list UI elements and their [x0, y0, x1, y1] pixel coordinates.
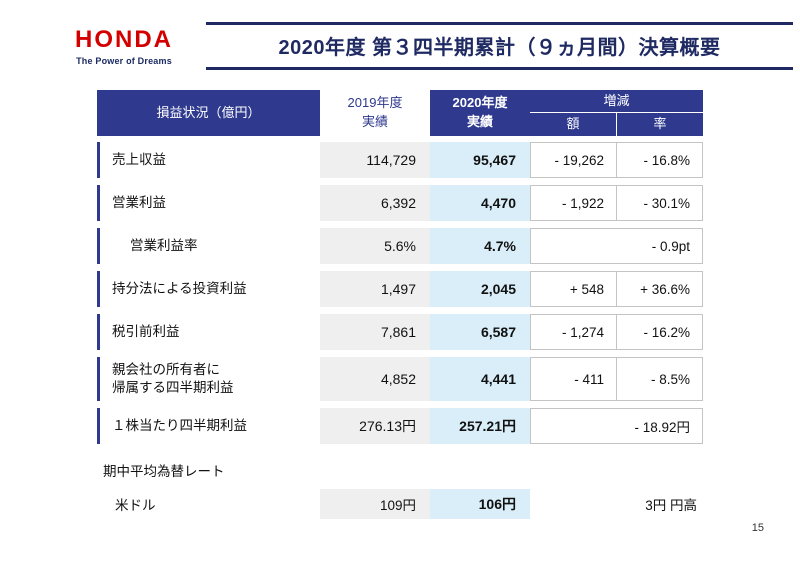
row-label: 営業利益率 [97, 228, 320, 264]
change-amount: + 548 [530, 271, 617, 307]
change-rate: - 30.1% [617, 185, 703, 221]
row-label: 売上収益 [97, 142, 320, 178]
honda-logo: HONDA The Power of Dreams [58, 26, 190, 67]
row-label: 営業利益 [97, 185, 320, 221]
row-label: 税引前利益 [97, 314, 320, 350]
financial-table: 損益状況（億円） 2019年度 実績 2020年度 実績 増減 額 率 売上収益… [97, 90, 703, 519]
table-row-profit-attributable-to-owners: 親会社の所有者に 帰属する四半期利益 4,852 4,441 - 411 - 8… [97, 357, 703, 401]
table-row-profit-before-tax: 税引前利益 7,861 6,587 - 1,274 - 16.2% [97, 314, 703, 350]
fx-fy2019-value: 109円 [320, 489, 430, 519]
fy2020-value: 95,467 [430, 142, 530, 178]
fy2020-value: 2,045 [430, 271, 530, 307]
fy2019-value: 5.6% [320, 228, 430, 264]
row-label: 持分法による投資利益 [97, 271, 320, 307]
change-rate: - 16.2% [617, 314, 703, 350]
fy2020-value: 257.21円 [430, 408, 530, 444]
change-amount: - 411 [530, 357, 617, 401]
change-rate: - 8.5% [617, 357, 703, 401]
fx-currency-label: 米ドル [97, 489, 320, 519]
fx-change-value: 3円 円高 [530, 489, 703, 519]
header-change: 増減 [530, 90, 703, 113]
header-pl-status: 損益状況（億円） [97, 90, 320, 136]
change-amount: - 1,274 [530, 314, 617, 350]
change-rate: + 36.6% [617, 271, 703, 307]
change-rate: - 0.9pt [530, 228, 703, 264]
table-header-row: 損益状況（億円） 2019年度 実績 2020年度 実績 増減 額 率 [97, 90, 703, 136]
fy2020-value: 4,470 [430, 185, 530, 221]
row-label: 親会社の所有者に 帰属する四半期利益 [97, 357, 320, 401]
fy2019-value: 114,729 [320, 142, 430, 178]
fy2019-value: 7,861 [320, 314, 430, 350]
header-fy2020: 2020年度 実績 [430, 90, 530, 136]
fx-fy2020-value: 106円 [430, 489, 530, 519]
table-row-equity-method-income: 持分法による投資利益 1,497 2,045 + 548 + 36.6% [97, 271, 703, 307]
honda-tagline: The Power of Dreams [76, 56, 172, 66]
change-rate: - 16.8% [617, 142, 703, 178]
change-amount: - 1,922 [530, 185, 617, 221]
header-change-amount: 額 [530, 113, 617, 136]
row-label: １株当たり四半期利益 [97, 408, 320, 444]
table-row-operating-profit: 営業利益 6,392 4,470 - 1,922 - 30.1% [97, 185, 703, 221]
table-row-operating-margin: 営業利益率 5.6% 4.7% - 0.9pt [97, 228, 703, 264]
fy2019-value: 4,852 [320, 357, 430, 401]
header-change-rate: 率 [617, 113, 703, 136]
fy2020-value: 6,587 [430, 314, 530, 350]
header-fy2019: 2019年度 実績 [320, 90, 430, 136]
change-rate: - 18.92円 [530, 408, 703, 444]
fy2019-value: 6,392 [320, 185, 430, 221]
change-amount: - 19,262 [530, 142, 617, 178]
table-row-sales-revenue: 売上収益 114,729 95,467 - 19,262 - 16.8% [97, 142, 703, 178]
fy2020-value: 4.7% [430, 228, 530, 264]
table-row-usd-rate: 米ドル 109円 106円 3円 円高 [97, 489, 703, 519]
honda-wordmark: HONDA [75, 26, 173, 53]
fy2020-value: 4,441 [430, 357, 530, 401]
table-row-eps: １株当たり四半期利益 276.13円 257.21円 - 18.92円 [97, 408, 703, 444]
page-title: 2020年度 第３四半期累計（９ヵ月間）決算概要 [206, 22, 793, 70]
fy2019-value: 276.13円 [320, 408, 430, 444]
fy2019-value: 1,497 [320, 271, 430, 307]
fx-section-title: 期中平均為替レート [103, 464, 225, 479]
page-number: 15 [751, 522, 764, 534]
